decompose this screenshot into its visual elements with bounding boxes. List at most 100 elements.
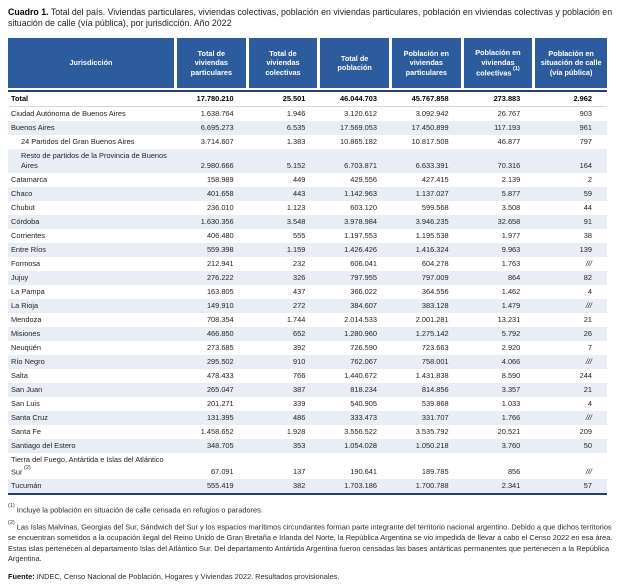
value-cell: 25.501: [248, 90, 321, 107]
jurisdiction-cell: Ciudad Autónoma de Buenos Aires: [8, 107, 177, 121]
value-cell: 604.278: [391, 257, 464, 271]
source-note: Fuente: INDEC, Censo Nacional de Poblaci…: [8, 572, 616, 582]
value-cell: 1.766: [463, 411, 536, 425]
value-cell: 2: [535, 173, 607, 187]
value-cell: 1.383: [248, 135, 321, 149]
table-row: Ciudad Autónoma de Buenos Aires 1.638.764…: [8, 107, 607, 121]
value-cell: 762.067: [320, 355, 392, 369]
table-row: Santiago del Estero 348.705 353 1.054.028 1.…: [8, 439, 607, 453]
value-cell: 1.159: [248, 243, 321, 257]
value-cell: 366.022: [320, 285, 392, 299]
value-cell: 1.137.027: [391, 187, 464, 201]
value-cell: 1.744: [248, 313, 321, 327]
jurisdiction-cell: 24 Partidos del Gran Buenos Aires: [8, 135, 177, 149]
value-cell: 1.638.764: [177, 107, 249, 121]
value-cell: 3.714.607: [177, 135, 249, 149]
table-row: Mendoza 708.354 1.744 2.014.533 2.001.281 13.…: [8, 313, 607, 327]
value-cell: 339: [248, 397, 321, 411]
value-cell: 478.433: [177, 369, 249, 383]
table-body: Total 17.780.210 25.501 46.044.703 45.767.85…: [8, 90, 607, 496]
footnote-marker: (2): [8, 520, 15, 527]
table-row: Salta 478.433 766 1.440.672 1.431.838 8.590 24…: [8, 369, 607, 383]
value-cell: 437: [248, 285, 321, 299]
table-row: San Juan 265.047 387 818.234 814.856 3.357 21: [8, 383, 607, 397]
value-cell: 131.395: [177, 411, 249, 425]
value-cell: 265.047: [177, 383, 249, 397]
table-row: Formosa 212.941 232 606.041 604.278 1.763///: [8, 257, 607, 271]
value-cell: 1.700.788: [391, 479, 464, 496]
value-cell: 364.556: [391, 285, 464, 299]
table-row: Tierra del Fuego, Antártida e Islas del …: [8, 453, 607, 480]
value-cell: 38: [535, 229, 607, 243]
value-cell: 26: [535, 327, 607, 341]
table-row: Jujuy 276.222 326 797.955 797.009 864 82: [8, 271, 607, 285]
footnote-marker: (1): [8, 503, 15, 510]
jurisdiction-cell: Entre Ríos: [8, 243, 177, 257]
value-cell: 3.946.235: [391, 215, 464, 229]
table-title-label: Cuadro 1.: [8, 7, 49, 17]
value-cell: 1.054.028: [320, 439, 392, 453]
value-cell: 348.705: [177, 439, 249, 453]
value-cell: 21: [535, 383, 607, 397]
value-cell: 708.354: [177, 313, 249, 327]
value-cell: 384.607: [320, 299, 392, 313]
value-cell: 1.195.538: [391, 229, 464, 243]
value-cell: 57: [535, 479, 607, 496]
value-cell: 856: [463, 453, 536, 480]
value-cell: 1.123: [248, 201, 321, 215]
value-cell: 209: [535, 425, 607, 439]
value-cell: 1.050.218: [391, 439, 464, 453]
jurisdiction-cell: Tierra del Fuego, Antártida e Islas del …: [8, 453, 177, 480]
value-cell: 201.271: [177, 397, 249, 411]
value-cell: 3.535.792: [391, 425, 464, 439]
table-title: Cuadro 1. Total del país. Viviendas part…: [8, 7, 614, 29]
value-cell: 190.641: [320, 453, 392, 480]
value-cell: 10.865.182: [320, 135, 392, 149]
value-cell: 3.092.942: [391, 107, 464, 121]
table-row: Resto de partidos de la Provincia de Bue…: [8, 149, 607, 173]
value-cell: 2.980.666: [177, 149, 249, 173]
value-cell: 427.415: [391, 173, 464, 187]
value-cell: 1.440.672: [320, 369, 392, 383]
table-row: 24 Partidos del Gran Buenos Aires 3.714.6…: [8, 135, 607, 149]
value-cell: 21: [535, 313, 607, 327]
value-cell: 606.041: [320, 257, 392, 271]
value-cell: 3.760: [463, 439, 536, 453]
jurisdiction-cell: Córdoba: [8, 215, 177, 229]
value-cell: 443: [248, 187, 321, 201]
value-cell: 1.431.838: [391, 369, 464, 383]
value-cell: 3.357: [463, 383, 536, 397]
value-cell: 1.458.652: [177, 425, 249, 439]
value-cell: 603.120: [320, 201, 392, 215]
value-cell: 814.856: [391, 383, 464, 397]
value-cell: 20.521: [463, 425, 536, 439]
footnotes: (1) Incluye la población en situación de…: [8, 503, 616, 564]
table-row: Neuquén 273.685 392 726.590 723.663 2.920 7: [8, 341, 607, 355]
value-cell: 163.805: [177, 285, 249, 299]
value-cell: 4.066: [463, 355, 536, 369]
jurisdiction-cell: Salta: [8, 369, 177, 383]
value-cell: 46.044.703: [320, 90, 392, 107]
value-cell: 539.868: [391, 397, 464, 411]
table-row: La Pampa 163.805 437 366.022 364.556 1.462 4: [8, 285, 607, 299]
table-row: Santa Cruz 131.395 486 333.473 331.707 1.766/…: [8, 411, 607, 425]
value-cell: 1.946: [248, 107, 321, 121]
value-cell: 26.767: [463, 107, 536, 121]
value-cell: 903: [535, 107, 607, 121]
value-cell: 2.962: [535, 90, 607, 107]
table-row: La Rioja 149.910 272 384.607 383.128 1.479///: [8, 299, 607, 313]
jurisdiction-cell: San Luis: [8, 397, 177, 411]
table-row: San Luis 201.271 339 540.905 539.868 1.033 4: [8, 397, 607, 411]
jurisdiction-cell: Santa Fe: [8, 425, 177, 439]
table-row: Santa Fe 1.458.652 1.928 3.556.522 3.535.792…: [8, 425, 607, 439]
value-cell: 149.910: [177, 299, 249, 313]
statistics-table: Jurisdicción Total de viviendas particula…: [8, 38, 607, 496]
value-cell: 5.792: [463, 327, 536, 341]
jurisdiction-cell: Tucumán: [8, 479, 177, 496]
value-cell: 1.197.553: [320, 229, 392, 243]
jurisdiction-cell: Buenos Aires: [8, 121, 177, 135]
column-header: Total de viviendas particulares: [177, 38, 249, 90]
value-cell: 236.010: [177, 201, 249, 215]
column-header: Total de población: [320, 38, 392, 90]
